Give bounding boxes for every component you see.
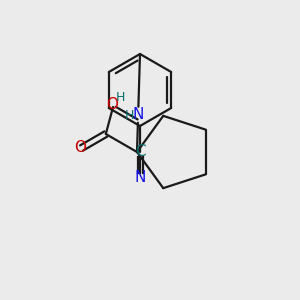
Text: O: O: [106, 98, 118, 112]
Text: O: O: [75, 140, 87, 155]
Text: N: N: [133, 107, 144, 122]
Text: N: N: [134, 170, 146, 185]
Text: H: H: [124, 109, 134, 122]
Text: C: C: [135, 145, 145, 160]
Text: H: H: [116, 92, 125, 104]
